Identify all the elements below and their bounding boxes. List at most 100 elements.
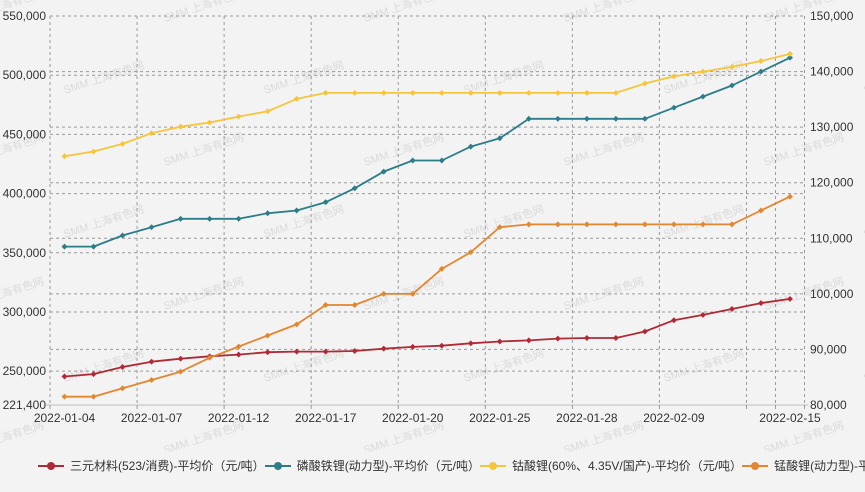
x-axis-tick-label: 2022-01-07 — [121, 411, 183, 425]
x-axis-tick-label: 2022-02-15 — [759, 411, 821, 425]
data-point-marker — [119, 140, 126, 147]
data-point-marker — [612, 335, 619, 341]
watermark-text: SMM 上海有色网 — [862, 202, 865, 241]
data-point-marker — [699, 311, 706, 318]
series-3 — [61, 193, 793, 400]
left-axis-tick-label: 300,000 — [3, 305, 47, 319]
data-point-marker — [641, 221, 648, 228]
chart-legend: 三元材料(523/消费)-平均价（元/吨） 磷酸铁锂(动力型)-平均价（元/吨）… — [38, 457, 865, 474]
x-axis-tick-label: 2022-01-25 — [469, 411, 531, 425]
left-axis-tick-label: 250,000 — [3, 364, 47, 378]
series-line — [63, 56, 791, 248]
series-line — [63, 195, 791, 398]
data-point-marker — [293, 321, 300, 328]
x-axis-ticks — [49, 405, 805, 409]
data-point-marker — [148, 130, 155, 137]
data-point-marker — [438, 157, 445, 164]
data-point-marker — [264, 332, 271, 339]
data-point-marker — [264, 210, 271, 217]
data-point-marker — [583, 221, 590, 228]
data-point-marker — [496, 338, 503, 345]
right-axis-tick-label: 150,000 — [810, 9, 854, 23]
watermark-text: SMM 上海有色网 — [462, 346, 546, 385]
legend-item-lco[interactable]: 钴酸锂(60%、4.35V/国产)-平均价（元/吨） — [480, 457, 742, 474]
watermark-text: SMM 上海有色网 — [462, 202, 546, 241]
watermark-text: SMM 上海有色网 — [362, 130, 446, 169]
data-point-marker — [177, 215, 184, 222]
data-point-marker — [728, 221, 735, 228]
watermark-text: SMM 上海有色网 — [562, 0, 646, 25]
data-point-marker — [177, 355, 184, 362]
data-point-marker — [641, 115, 648, 122]
watermark-text: SMM 上海有色网 — [62, 202, 146, 241]
data-point-marker — [119, 385, 126, 392]
data-point-marker — [583, 115, 590, 122]
axis-labels: 550,000 500,000 450,000 400,000 350,000 300,0… — [3, 9, 854, 425]
watermark-text: SMM 上海有色网 — [862, 346, 865, 385]
left-axis-tick-label: 350,000 — [3, 246, 47, 260]
x-axis-tick-label: 2022-01-12 — [208, 411, 270, 425]
legend-marker-lco — [480, 461, 507, 470]
data-point-marker — [148, 358, 155, 365]
watermark-text: SMM 上海有色网 — [562, 274, 646, 313]
data-point-marker — [728, 82, 735, 89]
data-point-marker — [409, 290, 416, 297]
data-point-marker — [61, 393, 68, 400]
data-point-marker — [496, 224, 503, 231]
data-point-marker — [787, 193, 793, 200]
left-axis-tick-label: 400,000 — [3, 187, 47, 201]
data-point-marker — [177, 123, 184, 130]
x-axis-tick-label: 2022-02-09 — [643, 411, 705, 425]
right-axis-tick-label: 140,000 — [810, 65, 854, 79]
legend-item-sanyuan[interactable]: 三元材料(523/消费)-平均价（元/吨） — [38, 457, 265, 474]
legend-item-lfp[interactable]: 磷酸铁锂(动力型)-平均价（元/吨） — [264, 457, 481, 474]
data-point-marker — [235, 343, 242, 350]
legend-label-lmo: 锰酸锂(动力型)-平均价（元/吨） — [774, 459, 865, 473]
watermark-layer: SMM 上海有色网 SMM 上海有色网 SMM 上海有色网 SMM 上海有色网 SMM … — [0, 0, 865, 452]
data-point-marker — [322, 199, 329, 206]
x-axis-tick-label: 2022-01-04 — [34, 411, 96, 425]
data-point-marker — [612, 115, 619, 122]
data-point-marker — [90, 243, 97, 250]
left-axis-tick-label: 500,000 — [3, 68, 47, 82]
data-point-marker — [525, 337, 532, 344]
data-point-marker — [380, 290, 387, 297]
data-point-marker — [583, 335, 590, 341]
data-point-marker — [148, 224, 155, 231]
right-axis-tick-label: 130,000 — [810, 120, 854, 134]
data-point-marker — [235, 113, 242, 120]
data-point-marker — [177, 368, 184, 375]
data-point-marker — [351, 89, 358, 96]
data-point-marker — [496, 89, 503, 96]
watermark-text: SMM 上海有色网 — [662, 346, 746, 385]
data-point-marker — [293, 95, 300, 102]
legend-marker-lmo — [742, 461, 769, 470]
legend-label-lfp: 磷酸铁锂(动力型)-平均价（元/吨） — [296, 459, 481, 473]
vertical-gridlines — [49, 16, 805, 405]
data-point-marker — [554, 89, 561, 96]
series-0 — [61, 295, 793, 380]
data-point-marker — [409, 343, 416, 350]
right-axis-tick-label: 90,000 — [810, 342, 847, 356]
data-point-marker — [380, 89, 387, 96]
data-point-marker — [641, 328, 648, 335]
watermark-text: SMM 上海有色网 — [162, 274, 246, 313]
data-point-marker — [699, 93, 706, 100]
right-axis-tick-label: 80,000 — [810, 398, 847, 412]
data-point-marker — [641, 80, 648, 87]
data-point-marker — [61, 153, 68, 160]
watermark-text: SMM 上海有色网 — [162, 130, 246, 169]
data-point-marker — [787, 50, 793, 57]
data-point-marker — [61, 243, 68, 250]
data-point-marker — [438, 342, 445, 349]
watermark-text: SMM 上海有色网 — [162, 0, 246, 25]
data-point-marker — [467, 143, 474, 150]
chart-canvas: SMM 上海有色网 SMM 上海有色网 SMM 上海有色网 SMM 上海有色网 SMM … — [0, 0, 865, 452]
watermark-text: SMM 上海有色网 — [262, 202, 346, 241]
right-axis-tick-label: 100,000 — [810, 287, 854, 301]
legend-item-lmo[interactable]: 锰酸锂(动力型)-平均价（元/吨） — [742, 457, 865, 474]
data-point-marker — [670, 104, 677, 111]
data-point-marker — [554, 335, 561, 342]
data-point-marker — [525, 221, 532, 228]
